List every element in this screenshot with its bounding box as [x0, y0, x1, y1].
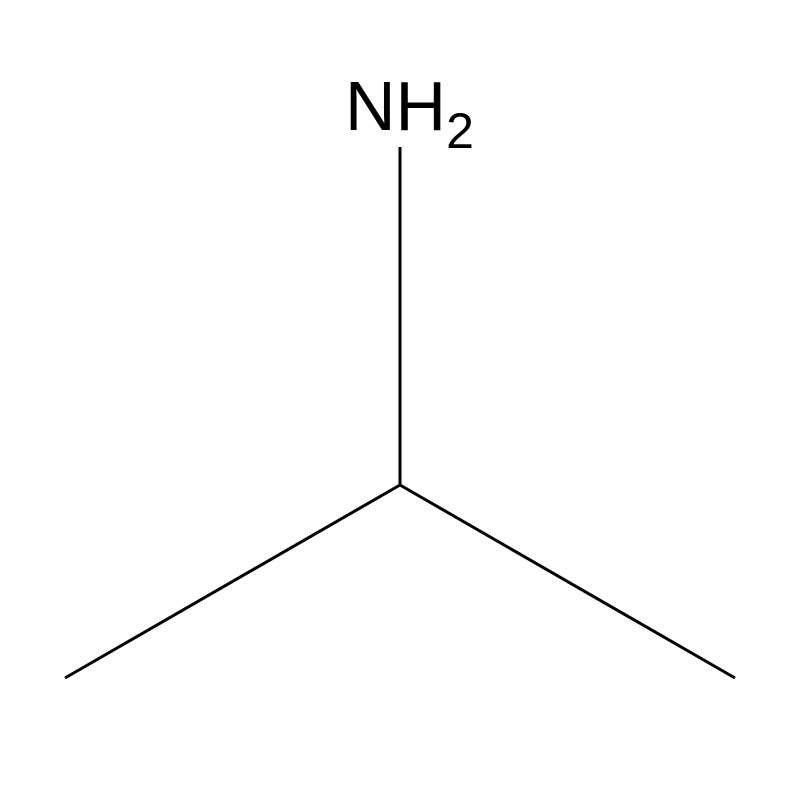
- amine-label-subscript: 2: [446, 103, 474, 159]
- chemical-structure-diagram: NH2: [0, 0, 800, 800]
- amine-label-main: NH: [345, 67, 446, 145]
